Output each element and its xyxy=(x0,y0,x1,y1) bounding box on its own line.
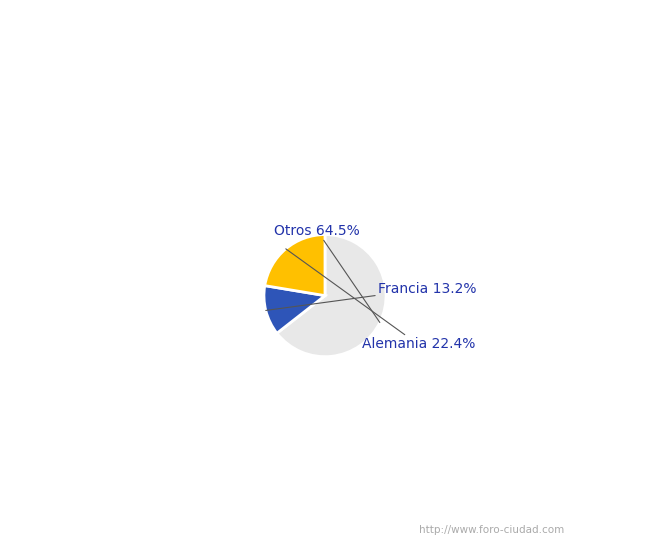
Text: Otros 64.5%: Otros 64.5% xyxy=(274,223,380,322)
Text: el Ràfol d'Almúnia  -  Turistas extranjeros según país  -  Abril de 2024: el Ràfol d'Almúnia - Turistas extranjero… xyxy=(47,13,603,29)
Wedge shape xyxy=(264,285,325,333)
Wedge shape xyxy=(265,234,325,295)
Text: Francia 13.2%: Francia 13.2% xyxy=(266,282,476,310)
Text: http://www.foro-ciudad.com: http://www.foro-ciudad.com xyxy=(419,525,564,535)
Wedge shape xyxy=(277,234,386,356)
Text: Alemania 22.4%: Alemania 22.4% xyxy=(286,249,475,351)
